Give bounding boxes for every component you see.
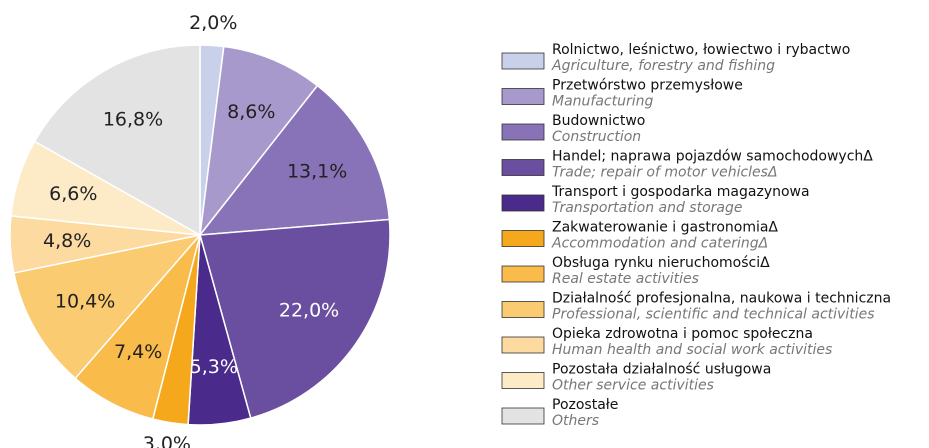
legend-label-en: Transportation and storage: [552, 200, 742, 216]
legend-label: Opieka zdrowotna i pomoc społeczna: [552, 326, 813, 342]
legend-label-en: Construction: [552, 129, 641, 145]
legend-swatch: [501, 194, 545, 212]
slice-label: 4,8%: [43, 230, 91, 252]
legend-label-en: Accommodation and cateringΔ: [551, 236, 768, 252]
legend-swatch: [501, 407, 545, 425]
legend-label-en: Others: [552, 413, 599, 429]
legend-label: Zakwaterowanie i gastronomiaΔ: [552, 220, 778, 236]
legend-swatch: [501, 123, 545, 141]
legend-label: Transport i gospodarka magazynowa: [551, 184, 810, 200]
pie-slice: [198, 45, 319, 238]
legend-swatch: [501, 230, 545, 247]
legend-label-en: Professional, scientific and technical a…: [552, 307, 875, 323]
legend-label: Rolnictwo, leśnictwo, łowiectwo i rybact…: [552, 42, 850, 58]
legend-label-en: Agriculture, forestry and fishing: [551, 58, 775, 74]
legend-label: Obsługa rynku nieruchomościΔ: [552, 255, 770, 271]
slice-label: 13,1%: [287, 161, 347, 183]
pie-slice: [198, 84, 391, 236]
legend-label-en: Trade; repair of motor vehiclesΔ: [552, 165, 778, 181]
legend-label: Działalność profesjonalna, naukowa i tec…: [552, 291, 891, 307]
legend-label: Przetwórstwo przemysłowe: [552, 78, 743, 94]
legend-label: Budownictwo: [552, 113, 645, 129]
legend-label: Pozostałe: [552, 397, 618, 413]
slice-label: 16,8%: [103, 109, 163, 131]
pie-slice: [12, 233, 203, 380]
legend-swatch: [501, 301, 545, 318]
slice-label: 7,4%: [114, 341, 162, 363]
slice-label: 22,0%: [279, 300, 339, 322]
legend-label-en: Human health and social work activities: [552, 342, 832, 358]
legend-swatch: [501, 336, 545, 354]
legend-label-en: Real estate activities: [552, 271, 699, 287]
pie-slice: [199, 218, 391, 420]
slice-label: 3,0%: [143, 433, 191, 448]
legend-label: Pozostała działalność usługowa: [552, 362, 771, 378]
slice-label: 5,3%: [190, 356, 238, 378]
legend-swatch: [501, 88, 545, 105]
slice-label: 6,6%: [49, 183, 97, 205]
slice-label: 10,4%: [55, 290, 115, 312]
slice-label: 8,6%: [227, 101, 275, 123]
slice-label: 2,0%: [189, 12, 237, 34]
legend-swatch: [501, 372, 545, 389]
legend-swatch: [501, 159, 545, 176]
legend-label-en: Manufacturing: [552, 94, 653, 110]
legend-label-en: Other service activities: [552, 378, 714, 394]
legend-swatch: [501, 52, 545, 70]
legend-swatch: [501, 265, 545, 283]
pie-slice: [33, 44, 201, 237]
legend-label: Handel; naprawa pojazdów samochodowychΔ: [552, 149, 873, 165]
